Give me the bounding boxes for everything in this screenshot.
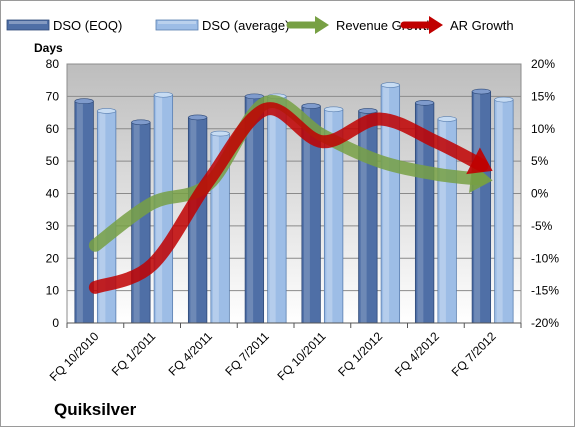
bar-cap: [210, 130, 230, 137]
bar-highlight: [439, 119, 446, 323]
bar-cap: [188, 114, 208, 121]
x-tick-label: FQ 4/2012: [392, 329, 442, 379]
x-tick-label: FQ 4/2011: [166, 329, 216, 379]
bar-cap: [153, 91, 173, 98]
x-tick-label: FQ 7/2012: [449, 329, 499, 379]
y-tick-label: 30: [46, 219, 60, 233]
y-tick-label: 80: [46, 57, 60, 71]
x-tick-label: FQ 10/2011: [274, 329, 328, 383]
bar-highlight: [269, 96, 276, 323]
bar-cap: [494, 96, 514, 103]
y2-tick-label: 15%: [531, 89, 555, 103]
legend: DSO (EOQ) DSO (average) Revenue Growth AR G…: [6, 16, 514, 34]
bar-cap: [324, 106, 344, 113]
bar-cap: [244, 93, 264, 100]
growth-lines: [88, 95, 493, 294]
bar-highlight: [360, 110, 367, 323]
bar-highlight: [99, 110, 106, 323]
bar-cap: [415, 100, 435, 106]
bar-cap: [301, 103, 321, 109]
y2-tick-label: -15%: [531, 284, 559, 298]
bar-highlight: [247, 96, 254, 323]
legend-swatch-arrow: [315, 16, 329, 34]
bar-highlight: [417, 102, 424, 323]
bar-cap: [471, 88, 491, 95]
x-tick-label: FQ 7/2011: [222, 329, 272, 379]
bar-highlight: [496, 99, 503, 323]
y-tick-label: 60: [46, 122, 60, 136]
y-tick-label: 10: [46, 284, 60, 298]
legend-swatch-arrow: [429, 16, 443, 34]
y2-tick-label: -5%: [531, 219, 553, 233]
bar-highlight: [474, 91, 481, 323]
y-axis-title: Days: [34, 41, 63, 55]
y-tick-label: 50: [46, 154, 60, 168]
bar-cap: [131, 119, 151, 126]
x-tick-label: FQ 1/2012: [335, 329, 385, 379]
legend-label: AR Growth: [450, 18, 514, 33]
bar-highlight: [212, 133, 219, 323]
legend-swatch-highlight: [158, 21, 196, 24]
bars: [74, 82, 514, 324]
legend-swatch-bar: [6, 19, 50, 31]
y-tick-label: 20: [46, 251, 60, 265]
y2-tick-label: 20%: [531, 57, 555, 71]
bar-cap: [97, 108, 117, 114]
y2-tick-label: 5%: [531, 154, 549, 168]
x-tick-label: FQ 10/2010: [47, 329, 102, 384]
y2-tick-label: -20%: [531, 316, 559, 330]
legend-label: DSO (average): [202, 18, 289, 33]
legend-label: DSO (EOQ): [53, 18, 122, 33]
bar-highlight: [383, 85, 390, 323]
bar-cap: [358, 108, 378, 114]
y-tick-label: 0: [52, 316, 59, 330]
x-tick-label: FQ 1/2011: [109, 329, 159, 379]
y2-tick-label: 0%: [531, 187, 549, 201]
legend-swatch-bar: [155, 19, 199, 31]
bar-cap: [437, 116, 457, 122]
bar-cap: [380, 82, 400, 88]
y-tick-label: 40: [46, 187, 60, 201]
bar-highlight: [303, 106, 310, 324]
bar-highlight: [76, 101, 83, 323]
bar-highlight: [156, 94, 163, 323]
ar-growth-line: [88, 102, 489, 294]
legend-swatch-highlight: [9, 21, 47, 24]
ar-growth-arrowhead: [466, 147, 493, 175]
bar-highlight: [326, 109, 333, 323]
bar-highlight: [190, 117, 197, 323]
y-tick-label: 70: [46, 89, 60, 103]
bar-highlight: [133, 122, 140, 324]
revenue-growth-line: [88, 95, 488, 252]
bar-cap: [74, 98, 94, 105]
company-label: Quiksilver: [54, 400, 137, 419]
y2-tick-label: 10%: [531, 122, 555, 136]
y2-tick-label: -10%: [531, 251, 559, 265]
